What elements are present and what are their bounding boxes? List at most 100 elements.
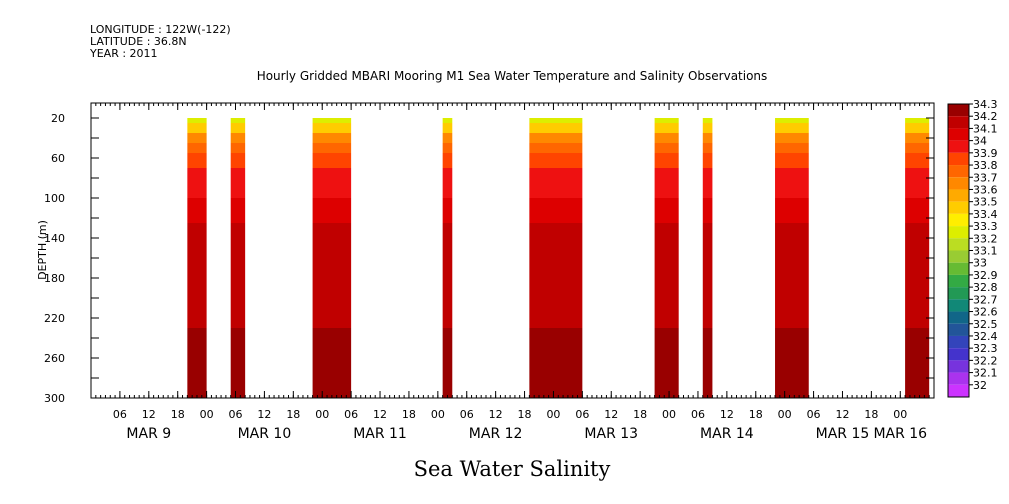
x-tick-label: 12 bbox=[489, 408, 503, 421]
x-day-label: MAR 13 bbox=[584, 426, 638, 442]
x-tick-label: 06 bbox=[575, 408, 589, 421]
salinity-cell bbox=[529, 143, 583, 153]
x-tick-label: 18 bbox=[633, 408, 647, 421]
colorbar-swatch bbox=[948, 177, 969, 190]
y-tick-label: 140 bbox=[44, 232, 65, 245]
salinity-cell bbox=[529, 198, 583, 223]
x-tick-label: 12 bbox=[142, 408, 156, 421]
salinity-cell bbox=[702, 328, 713, 398]
x-tick-label: 00 bbox=[546, 408, 560, 421]
salinity-cell bbox=[230, 133, 246, 143]
x-tick-label: 12 bbox=[835, 408, 849, 421]
colorbar-label: 33.4 bbox=[973, 208, 998, 221]
x-day-label: MAR 10 bbox=[238, 426, 292, 442]
salinity-cell bbox=[230, 118, 246, 123]
salinity-cell bbox=[905, 143, 930, 153]
salinity-cell bbox=[775, 153, 809, 168]
x-tick-label: 12 bbox=[373, 408, 387, 421]
colorbar-swatch bbox=[948, 274, 969, 288]
colorbar-label: 33 bbox=[973, 257, 987, 270]
salinity-cell bbox=[187, 198, 207, 223]
salinity-cell bbox=[654, 123, 679, 133]
chart-caption: Sea Water Salinity bbox=[414, 457, 611, 481]
salinity-cell bbox=[702, 118, 713, 123]
colorbar-label: 32.3 bbox=[973, 342, 998, 355]
salinity-cell bbox=[312, 123, 352, 133]
colorbar-swatch bbox=[948, 238, 969, 251]
x-tick-label: 06 bbox=[807, 408, 821, 421]
salinity-cell bbox=[442, 133, 453, 143]
colorbar-label: 32.7 bbox=[973, 293, 998, 306]
salinity-cell bbox=[775, 198, 809, 223]
salinity-cell bbox=[230, 223, 246, 328]
colorbar-swatch bbox=[948, 104, 969, 117]
colorbar-swatch bbox=[948, 128, 969, 141]
y-tick-label: 100 bbox=[44, 192, 65, 205]
salinity-cell bbox=[905, 328, 930, 398]
salinity-cell bbox=[442, 153, 453, 168]
colorbar-label: 34.2 bbox=[973, 110, 998, 123]
axes: 06 12 18 00 06 12 18 00 06 12 18 00 06 12 18 00 06 12 18 00… bbox=[44, 103, 934, 442]
x-tick-label: 06 bbox=[113, 408, 127, 421]
colorbar-swatch bbox=[948, 189, 969, 202]
colorbar-label: 32.5 bbox=[973, 318, 998, 331]
colorbar-swatch bbox=[948, 348, 969, 361]
x-tick-label: 18 bbox=[286, 408, 300, 421]
salinity-cell bbox=[187, 143, 207, 153]
x-tick-label: 00 bbox=[431, 408, 445, 421]
x-day-label: MAR 11 bbox=[353, 426, 407, 442]
salinity-cell bbox=[442, 198, 453, 223]
salinity-cell bbox=[312, 223, 352, 328]
salinity-cell bbox=[905, 198, 930, 223]
x-day-label: MAR 14 bbox=[700, 426, 754, 442]
salinity-cell bbox=[187, 123, 207, 133]
salinity-cell bbox=[529, 168, 583, 198]
salinity-cell bbox=[187, 328, 207, 398]
salinity-cell bbox=[230, 153, 246, 168]
colorbar-swatch bbox=[948, 287, 969, 300]
colorbar-label: 33.8 bbox=[973, 159, 998, 172]
colorbar-label: 32.6 bbox=[973, 306, 998, 319]
salinity-cell bbox=[775, 118, 809, 123]
salinity-cell bbox=[230, 123, 246, 133]
colorbar-swatch bbox=[948, 250, 969, 263]
salinity-cell bbox=[702, 198, 713, 223]
salinity-cell bbox=[230, 168, 246, 198]
y-tick-label: 180 bbox=[44, 272, 65, 285]
salinity-cell bbox=[654, 328, 679, 398]
x-tick-label: 18 bbox=[749, 408, 763, 421]
colorbar-swatch bbox=[948, 384, 969, 397]
y-tick-label: 60 bbox=[51, 152, 65, 165]
colorbar-swatch bbox=[948, 116, 969, 129]
salinity-cell bbox=[654, 143, 679, 153]
salinity-cell bbox=[187, 168, 207, 198]
salinity-cell bbox=[529, 123, 583, 133]
salinity-cell bbox=[230, 198, 246, 223]
salinity-cell bbox=[905, 118, 930, 123]
salinity-cell bbox=[230, 143, 246, 153]
x-tick-label: 00 bbox=[315, 408, 329, 421]
salinity-cell bbox=[905, 168, 930, 198]
salinity-cell bbox=[442, 143, 453, 153]
colorbar-swatch bbox=[948, 226, 969, 239]
salinity-cell bbox=[654, 168, 679, 198]
salinity-cell bbox=[442, 328, 453, 398]
colorbar-swatch bbox=[948, 213, 969, 227]
x-tick-label: 18 bbox=[864, 408, 878, 421]
metadata-block: LONGITUDE : 122W(-122) LATITUDE : 36.8N … bbox=[90, 24, 231, 60]
x-tick-label: 00 bbox=[893, 408, 907, 421]
salinity-cell bbox=[312, 198, 352, 223]
colorbar-swatch bbox=[948, 360, 969, 373]
colorbar-swatch bbox=[948, 323, 969, 336]
colorbar-swatch bbox=[948, 262, 969, 275]
x-tick-label: 06 bbox=[460, 408, 474, 421]
colorbar-label: 34 bbox=[973, 135, 987, 148]
colorbar-label: 33.3 bbox=[973, 220, 998, 233]
salinity-cell bbox=[775, 123, 809, 133]
x-day-label: MAR 16 bbox=[873, 426, 927, 442]
colorbar-label: 32.1 bbox=[973, 367, 998, 380]
salinity-cell bbox=[442, 118, 453, 123]
salinity-cell bbox=[905, 133, 930, 143]
x-tick-label: 00 bbox=[200, 408, 214, 421]
x-tick-label: 12 bbox=[720, 408, 734, 421]
